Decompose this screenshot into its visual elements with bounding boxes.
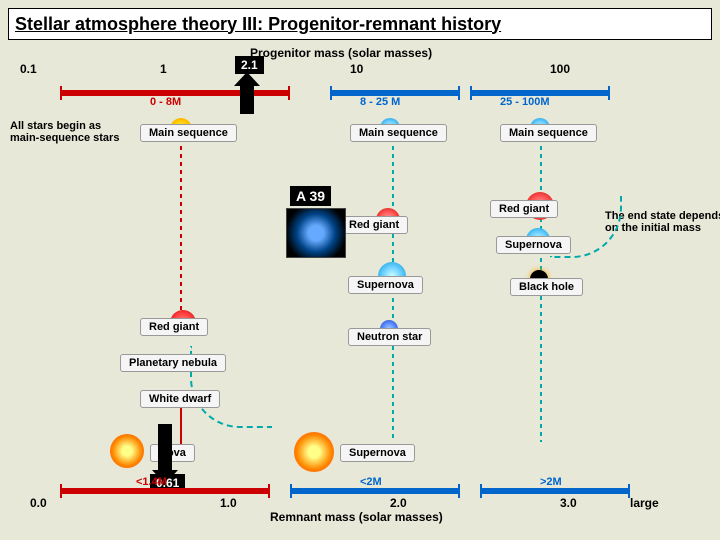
- badge-a39: A 39: [290, 186, 331, 206]
- bottom-range-low-label: <1.4M: [136, 476, 167, 488]
- range-high-label: 25 - 100M: [500, 96, 550, 108]
- bottom-tick: large: [630, 496, 659, 510]
- path-low-mass-2: [180, 404, 182, 444]
- node-black-hole: Black hole: [510, 278, 583, 296]
- supernova-icon: [294, 432, 334, 472]
- arrow-down-icon: [158, 424, 172, 472]
- top-tick: 10: [350, 62, 363, 76]
- range-low-label: 0 - 8M: [150, 96, 181, 108]
- node-red-giant-mid: Red giant: [340, 216, 408, 234]
- bottom-tick: 0.0: [30, 496, 47, 510]
- page-title: Stellar atmosphere theory III: Progenito…: [8, 8, 712, 40]
- node-nova: Nova: [150, 444, 195, 462]
- top-tick: 0.1: [20, 62, 37, 76]
- bottom-range-high: [480, 488, 630, 494]
- intro-text: All stars begin as main-sequence stars: [10, 120, 120, 144]
- node-main-sequence-low: Main sequence: [140, 124, 237, 142]
- path-low-mass: [180, 138, 182, 318]
- range-mid-label: 8 - 25 M: [360, 96, 400, 108]
- nebula-image: [286, 208, 346, 258]
- node-main-sequence-high: Main sequence: [500, 124, 597, 142]
- bottom-range-high-label: >2M: [540, 476, 562, 488]
- bottom-tick: 3.0: [560, 496, 577, 510]
- evolution-chart: Progenitor mass (solar masses) 0.1 1 10 …: [40, 46, 690, 526]
- node-supernova-high: Supernova: [496, 236, 571, 254]
- arrow-up-icon: [240, 84, 254, 114]
- top-tick: 1: [160, 62, 167, 76]
- node-main-sequence-mid: Main sequence: [350, 124, 447, 142]
- top-tick: 100: [550, 62, 570, 76]
- bottom-range-mid-label: <2M: [360, 476, 382, 488]
- top-axis-title: Progenitor mass (solar masses): [250, 46, 432, 60]
- bottom-tick: 2.0: [390, 496, 407, 510]
- node-red-giant-high: Red giant: [490, 200, 558, 218]
- node-planetary-nebula: Planetary nebula: [120, 354, 226, 372]
- bottom-range-low: [60, 488, 270, 494]
- bottom-range-mid: [290, 488, 460, 494]
- end-text: The end state depends on the initial mas…: [605, 210, 720, 234]
- node-white-dwarf: White dwarf: [140, 390, 220, 408]
- node-neutron-star: Neutron star: [348, 328, 431, 346]
- title-text: Stellar atmosphere theory III: Progenito…: [15, 14, 501, 35]
- bottom-tick: 1.0: [220, 496, 237, 510]
- node-red-giant-low: Red giant: [140, 318, 208, 336]
- path-ns-down: [392, 346, 394, 442]
- node-supernova-bottom: Supernova: [340, 444, 415, 462]
- nova-icon: [110, 434, 144, 468]
- bottom-axis-title: Remnant mass (solar masses): [270, 510, 443, 524]
- path-bh-down: [540, 296, 542, 442]
- node-supernova-mid: Supernova: [348, 276, 423, 294]
